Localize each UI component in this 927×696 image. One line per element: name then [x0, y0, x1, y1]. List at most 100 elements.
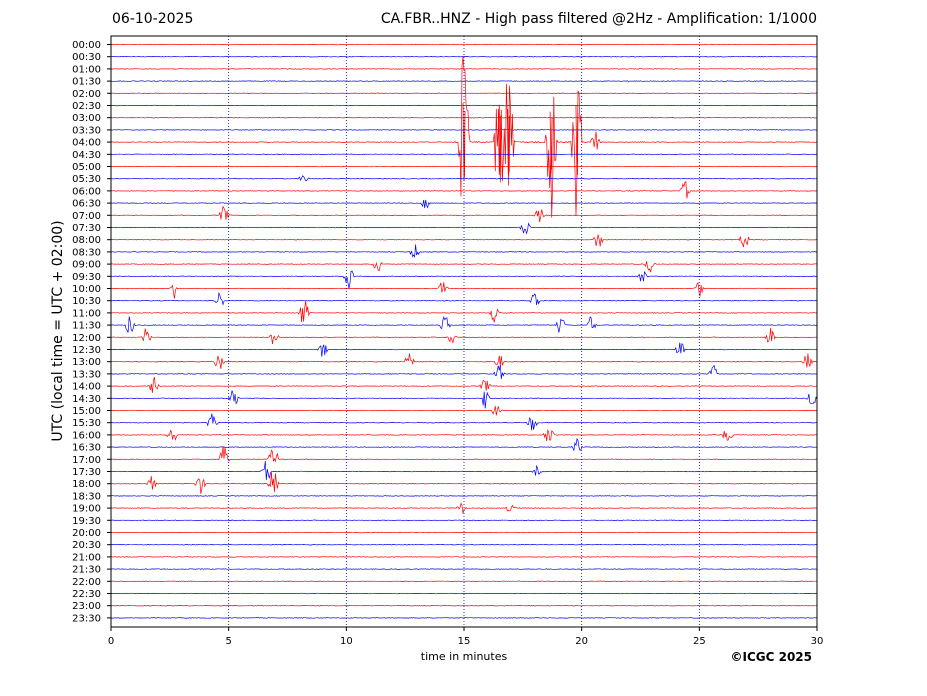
row-label: 16:30 [72, 443, 101, 454]
x-tick-label: 10 [340, 636, 353, 647]
row-label: 19:30 [72, 516, 101, 527]
row-label: 07:30 [72, 223, 101, 234]
row-label: 07:00 [72, 211, 101, 222]
trace-1230 [110, 342, 818, 357]
copyright-label: ©ICGC 2025 [730, 650, 812, 664]
x-tick-label: 15 [458, 636, 471, 647]
trace-0700 [110, 205, 818, 223]
row-label: 05:30 [72, 174, 101, 185]
trace-2030 [111, 544, 818, 546]
trace-0800 [110, 234, 817, 248]
trace-1430 [110, 390, 818, 409]
event-spike [549, 111, 553, 173]
x-tick-label: 20 [575, 636, 588, 647]
trace-0530 [110, 175, 818, 182]
row-label: 02:00 [72, 89, 101, 100]
row-label: 13:30 [72, 369, 101, 380]
trace-0630 [110, 199, 818, 209]
row-label: 15:30 [72, 418, 101, 429]
row-label: 01:30 [72, 77, 101, 88]
trace-0600 [111, 180, 818, 199]
row-label: 23:30 [72, 613, 101, 624]
trace-0730 [110, 222, 818, 235]
trace-2100 [111, 556, 817, 558]
trace-2330 [110, 617, 818, 619]
trace-1400 [110, 377, 818, 393]
row-label: 22:00 [72, 577, 101, 588]
trace-0430 [110, 153, 818, 155]
row-label: 09:00 [72, 260, 101, 271]
trace-0030 [111, 56, 818, 58]
x-tick-label: 0 [108, 636, 114, 647]
row-label: 12:00 [72, 333, 101, 344]
row-label: 08:00 [72, 235, 101, 246]
row-label: 14:30 [72, 394, 101, 405]
trace-1330 [110, 364, 818, 379]
trace-1930 [110, 519, 818, 521]
row-label: 18:00 [72, 479, 101, 490]
row-label: 11:00 [72, 308, 101, 319]
row-label: 18:30 [72, 491, 101, 502]
trace-2300 [110, 605, 818, 607]
traces-layer [110, 43, 818, 619]
trace-1300 [110, 353, 817, 369]
row-label: 00:30 [72, 52, 101, 63]
plot-frame [110, 35, 818, 628]
row-label: 12:30 [72, 345, 101, 356]
row-label: 03:00 [72, 113, 101, 124]
row-label: 06:30 [72, 199, 101, 210]
trace-1500 [110, 406, 818, 416]
trace-1000 [110, 281, 818, 299]
row-label: 16:00 [72, 430, 101, 441]
row-label: 08:30 [72, 247, 101, 258]
row-label: 00:00 [72, 40, 101, 51]
row-label: 02:30 [72, 101, 101, 112]
trace-1100 [110, 300, 818, 323]
row-label: 10:30 [72, 296, 101, 307]
row-label: 05:00 [72, 162, 101, 173]
row-label: 23:00 [72, 601, 101, 612]
row-label: 11:30 [72, 321, 101, 332]
trace-1200 [110, 327, 818, 344]
row-label: 10:00 [72, 284, 101, 295]
x-tick-label: 30 [811, 636, 824, 647]
row-label: 15:00 [72, 406, 101, 417]
row-label: 17:00 [72, 455, 101, 466]
row-label: 06:00 [72, 186, 101, 197]
row-label: 21:00 [72, 552, 101, 563]
trace-2230 [110, 592, 818, 595]
trace-1130 [110, 316, 818, 333]
chart-title: CA.FBR..HNZ - High pass filtered @2Hz - … [380, 11, 817, 27]
row-label: 20:30 [72, 540, 101, 551]
x-axis-label: time in minutes [421, 650, 508, 663]
event-spike [575, 105, 579, 179]
row-label: 04:00 [72, 138, 101, 149]
row-label: 21:30 [72, 565, 101, 576]
trace-1800 [110, 471, 817, 494]
row-label: 17:30 [72, 467, 101, 478]
event-spike [507, 109, 511, 176]
event-spike [497, 109, 501, 176]
trace-1600 [110, 428, 818, 442]
grid-layer [228, 36, 700, 627]
y-axis-label: UTC (local time = UTC + 02:00) [50, 220, 66, 441]
trace-0500 [110, 165, 818, 168]
row-label: 13:00 [72, 357, 101, 368]
trace-2000 [110, 531, 818, 534]
row-label: 04:30 [72, 150, 101, 161]
x-tick-label: 5 [225, 636, 231, 647]
row-label: 14:00 [72, 382, 101, 393]
trace-2130 [110, 568, 818, 570]
row-label: 22:30 [72, 589, 101, 600]
trace-0000 [110, 43, 817, 46]
row-label: 09:30 [72, 272, 101, 283]
row-label: 20:00 [72, 528, 101, 539]
date-label: 06-10-2025 [112, 11, 194, 27]
row-label: 03:30 [72, 125, 101, 136]
trace-1530 [110, 413, 817, 431]
row-label: 01:00 [72, 64, 101, 75]
x-tick-label: 25 [693, 636, 706, 647]
event-spike [462, 103, 466, 182]
